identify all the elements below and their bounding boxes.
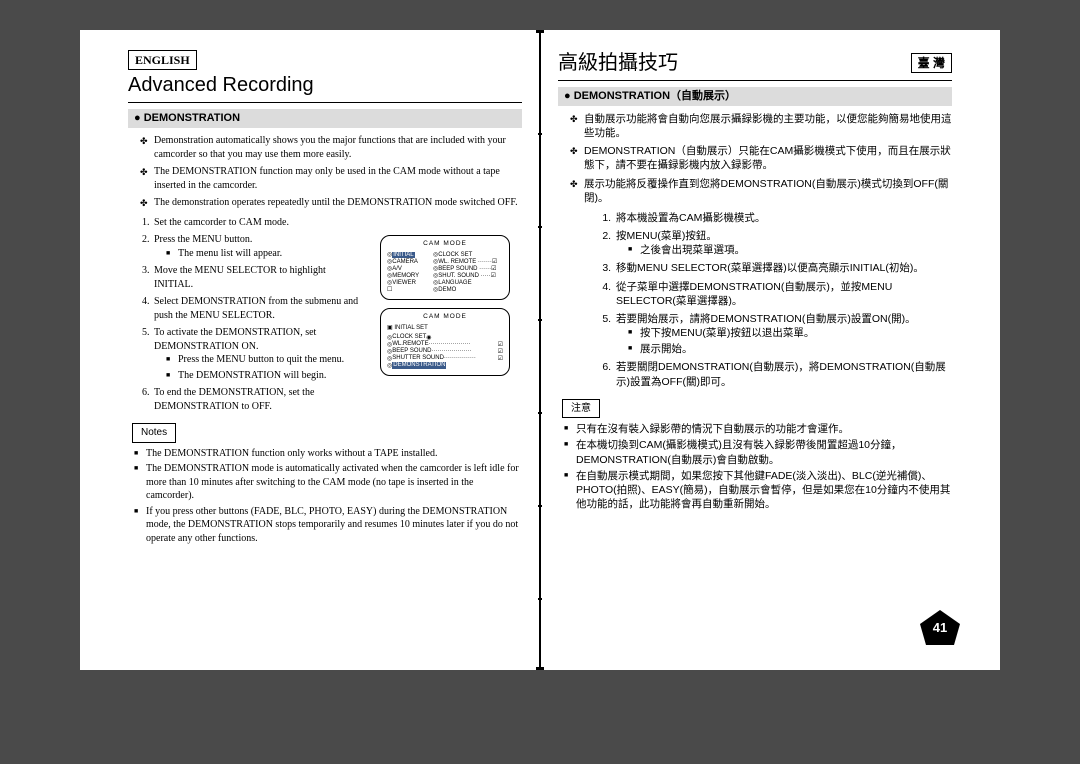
steps-cn: 將本機設置為CAM攝影機模式。 按MENU(菜單)按鈕。 之後會出現菜單選項。 … (558, 211, 952, 389)
note: The DEMONSTRATION function only works wi… (134, 447, 522, 461)
right-column: 高級拍攝技巧 臺 灣 ● DEMONSTRATION（自動展示） 自動展示功能將… (540, 50, 970, 650)
menu-box-2: CAM MODE ▣ INITIAL SET ◎CLOCK SET ◉ ◎WL.… (380, 308, 510, 376)
menu-box-1: CAM MODE ◎INITIAL◎CLOCK SET ◎CAMERA◎WL. … (380, 235, 510, 300)
section-en: ● DEMONSTRATION (128, 109, 522, 128)
note: If you press other buttons (FADE, BLC, P… (134, 505, 522, 546)
step: 從子菜單中選擇DEMONSTRATION(自動展示)，並按MENU SELECT… (614, 280, 952, 308)
substep: 按下按MENU(菜單)按鈕以退出菜單。 (628, 326, 952, 340)
intro-list-cn: 自動展示功能將會自動向您展示攝録影機的主要功能，以便您能夠簡易地使用這些功能。 … (558, 112, 952, 205)
lang-cn: 臺 灣 (911, 53, 952, 73)
steps-en: Set the camcorder to CAM mode. Press the… (128, 216, 363, 414)
spine-marks (538, 40, 542, 660)
lang-en: ENGLISH (128, 50, 197, 70)
manual-page: ENGLISH Advanced Recording ● DEMONSTRATI… (80, 30, 1000, 670)
step: Set the camcorder to CAM mode. (152, 216, 363, 230)
intro-item: The DEMONSTRATION function may only be u… (140, 165, 522, 192)
notes-label-cn: 注意 (562, 399, 600, 419)
title-en: Advanced Recording (128, 72, 314, 99)
note: 只有在沒有裝入録影帶的情況下自動展示的功能才會運作。 (564, 422, 952, 436)
note: The DEMONSTRATION mode is automatically … (134, 462, 522, 503)
step: To end the DEMONSTRATION, set the DEMONS… (152, 386, 363, 413)
step: 若要關閉DEMONSTRATION(自動展示)，將DEMONSTRATION(自… (614, 360, 952, 388)
notes-label-en: Notes (132, 423, 176, 443)
step: To activate the DEMONSTRATION, set DEMON… (152, 326, 363, 382)
step: 將本機設置為CAM攝影機模式。 (614, 211, 952, 225)
intro-list-en: Demonstration automatically shows you th… (128, 134, 522, 210)
step: 若要開始展示，請將DEMONSTRATION(自動展示)設置ON(開)。 按下按… (614, 312, 952, 357)
notes-cn: 只有在沒有裝入録影帶的情況下自動展示的功能才會運作。 在本機切換到CAM(攝影機… (558, 422, 952, 511)
note: 在自動展示模式期間，如果您按下其他鍵FADE(淡入淡出)、BLC(逆光補償)、P… (564, 469, 952, 512)
substep: Press the MENU button to quit the menu. (166, 353, 363, 367)
note: 在本機切換到CAM(攝影機模式)且沒有裝入録影帶後閒置超過10分鐘，DEMONS… (564, 438, 952, 466)
step: Move the MENU SELECTOR to highlight INIT… (152, 264, 363, 291)
intro-item: DEMONSTRATION（自動展示）只能在CAM攝影機模式下使用，而且在展示狀… (570, 144, 952, 172)
substep: 展示開始。 (628, 342, 952, 356)
step: 移動MENU SELECTOR(菜單選擇器)以便高亮顯示INITIAL(初始)。 (614, 261, 952, 275)
intro-item: The demonstration operates repeatedly un… (140, 196, 522, 210)
title-cn: 高級拍攝技巧 (558, 50, 678, 77)
menu-diagrams: CAM MODE ◎INITIAL◎CLOCK SET ◎CAMERA◎WL. … (380, 235, 510, 384)
substep: The menu list will appear. (166, 247, 363, 261)
step: Select DEMONSTRATION from the submenu an… (152, 295, 363, 322)
step: 按MENU(菜單)按鈕。 之後會出現菜單選項。 (614, 229, 952, 257)
intro-item: 自動展示功能將會自動向您展示攝録影機的主要功能，以便您能夠簡易地使用這些功能。 (570, 112, 952, 140)
notes-en: The DEMONSTRATION function only works wi… (128, 447, 522, 546)
section-cn: ● DEMONSTRATION（自動展示） (558, 87, 952, 106)
step: Press the MENU button. The menu list wil… (152, 233, 363, 260)
intro-item: Demonstration automatically shows you th… (140, 134, 522, 161)
substep: The DEMONSTRATION will begin. (166, 369, 363, 383)
intro-item: 展示功能將反覆操作直到您將DEMONSTRATION(自動展示)模式切換到OFF… (570, 177, 952, 205)
substep: 之後會出現菜單選項。 (628, 243, 952, 257)
